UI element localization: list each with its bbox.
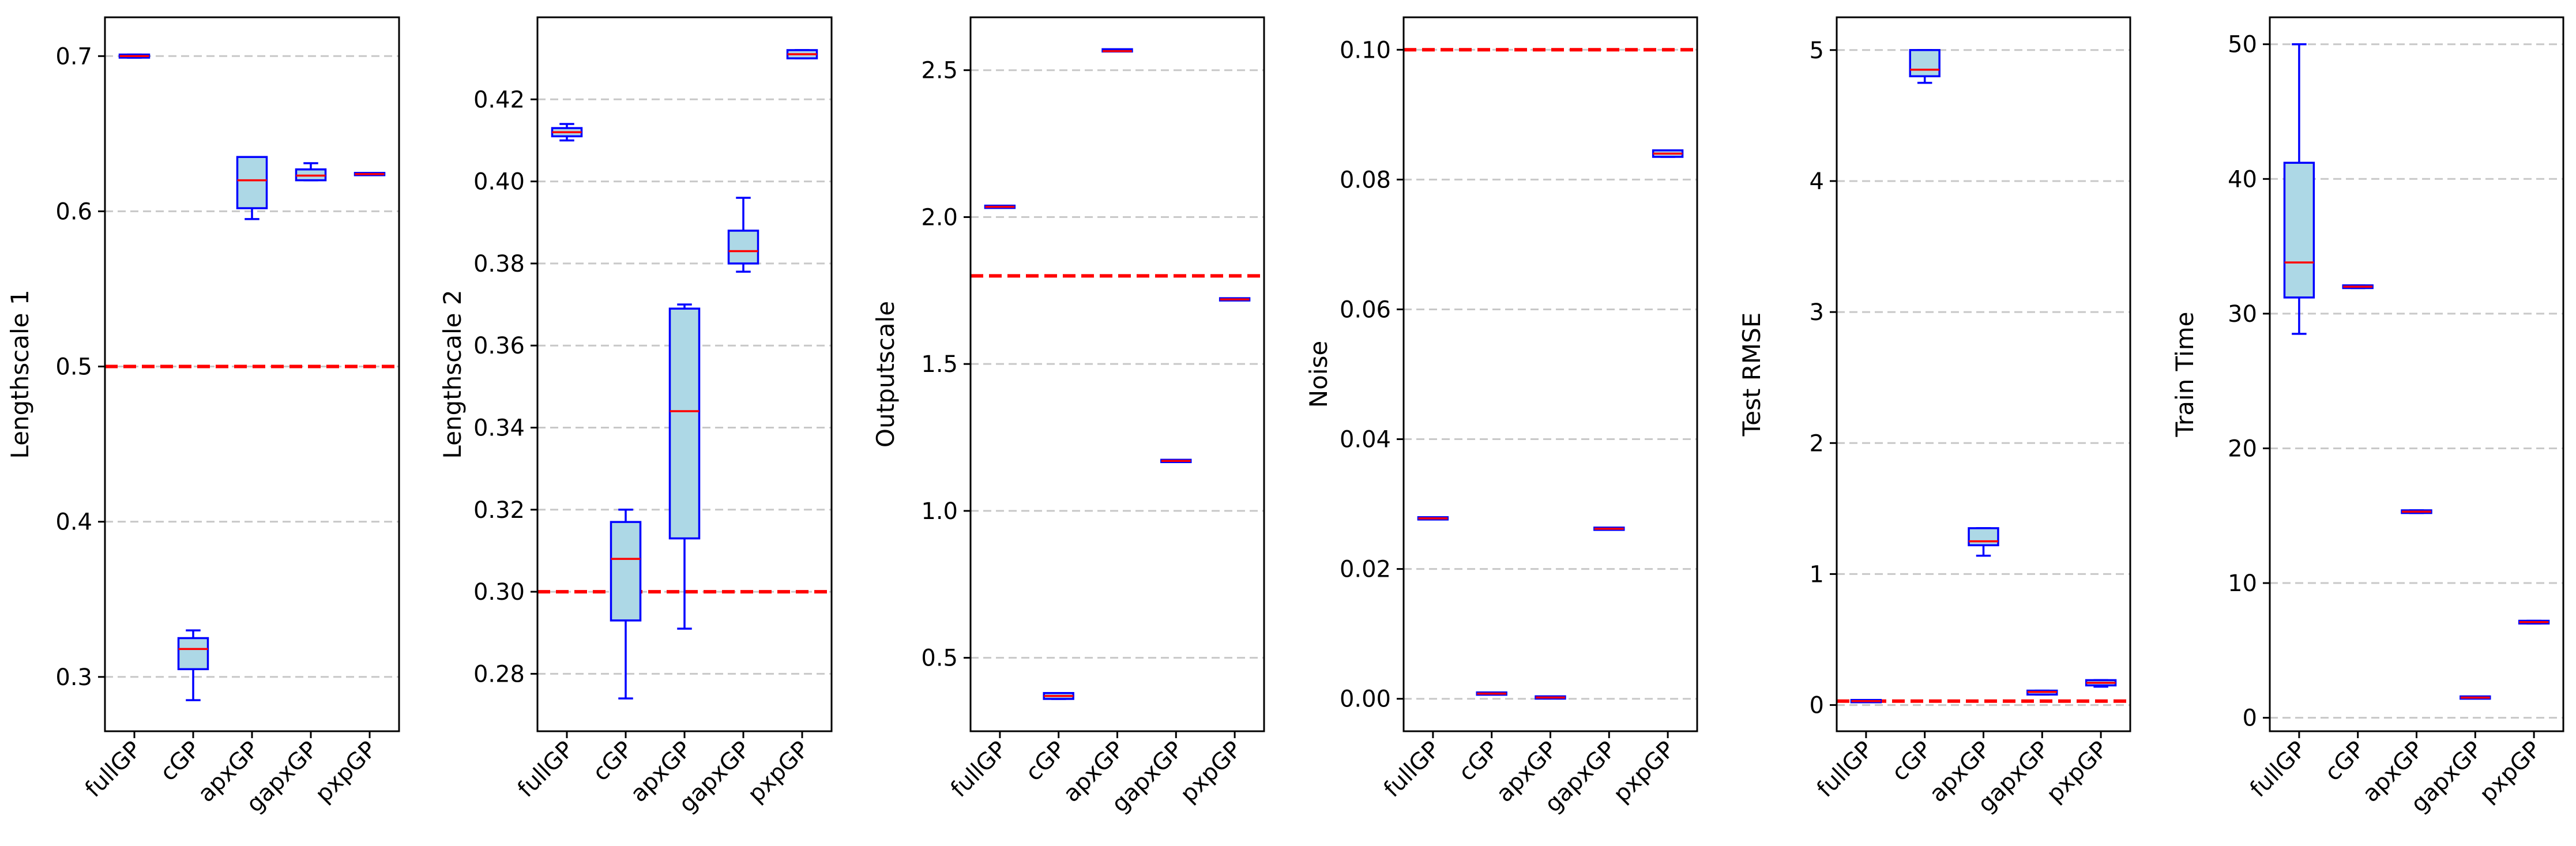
y-tick-label: 0.7 [55,43,92,70]
box-cGP [1476,691,1507,696]
box-apxGP [1968,527,1999,557]
box-gapxGP [1593,527,1625,531]
y-tick-label: 1.0 [921,498,958,525]
box-pxpGP [354,172,386,176]
box-fullGP [1850,699,1882,704]
y-tick-label: 0.10 [1340,37,1391,63]
y-tick-label: 50 [2228,32,2257,58]
box-body [668,307,701,540]
y-axis-label: Lengthscale 2 [438,289,467,458]
box-cGP [2342,284,2374,289]
y-tick-label: 4 [1810,168,1824,195]
y-tick-label: 2.5 [921,58,958,84]
box-fullGP [118,53,151,59]
box-body [610,521,642,622]
box-pxpGP [1219,297,1251,302]
y-tick-label: 0.42 [473,87,525,113]
y-tick-label: 0.02 [1340,557,1391,583]
y-axis-label: Noise [1304,341,1333,408]
y-axis-label: Lengthscale 1 [6,289,34,458]
y-tick-label: 3 [1810,299,1824,326]
y-tick-label: 0.34 [473,415,525,441]
y-axis-label: Train Time [2171,312,2199,438]
box-apxGP [1101,48,1133,53]
box-gapxGP [727,197,759,273]
box-pxpGP [1652,149,1684,158]
box-cGP [1043,692,1074,700]
box-fullGP [1417,516,1449,521]
box-apxGP [2401,509,2432,514]
box-pxpGP [2085,679,2117,688]
box-body [2283,161,2315,299]
y-tick-label: 1.5 [921,351,958,378]
box-body [236,156,268,209]
box-body [727,230,759,265]
box-cGP [177,629,209,701]
box-pxpGP [2518,619,2550,625]
box-fullGP [551,123,583,142]
y-tick-label: 0.28 [473,661,525,687]
box-gapxGP [2026,689,2058,696]
y-tick-label: 0.06 [1340,296,1391,323]
box-gapxGP [295,162,327,182]
box-apxGP [668,303,701,630]
y-tick-label: 0.08 [1340,167,1391,193]
y-tick-label: 0 [2243,705,2257,732]
box-body [1909,49,1941,77]
y-axis-label: Test RMSE [1738,313,1766,437]
y-tick-label: 1 [1810,561,1824,588]
y-tick-label: 30 [2228,301,2257,328]
box-pxpGP [786,49,818,59]
y-tick-label: 0.00 [1340,686,1391,713]
y-tick-label: 0.32 [473,497,525,524]
y-tick-label: 0.30 [473,579,525,606]
y-tick-label: 0.4 [55,509,92,536]
box-cGP [610,509,642,700]
box-fullGP [984,204,1016,209]
y-tick-label: 2 [1810,430,1824,457]
box-body [1968,527,1999,547]
y-tick-label: 0.38 [473,251,525,277]
y-axis-label: Outputscale [871,301,900,448]
y-tick-label: 0.36 [473,333,525,359]
y-tick-label: 20 [2228,435,2257,462]
y-tick-label: 0.3 [55,664,92,691]
y-tick-label: 0.40 [473,169,525,195]
y-tick-label: 0.5 [55,354,92,381]
y-tick-label: 0.04 [1340,427,1391,453]
y-tick-label: 0 [1810,693,1824,719]
y-tick-label: 40 [2228,166,2257,193]
y-tick-label: 5 [1810,37,1824,64]
box-gapxGP [1160,458,1192,464]
box-body [177,637,209,671]
y-tick-label: 0.6 [55,198,92,225]
y-tick-label: 0.5 [921,645,958,672]
box-apxGP [1535,695,1566,700]
box-fullGP [2283,43,2315,335]
box-gapxGP [2460,695,2491,700]
box-cGP [1909,49,1941,84]
y-tick-label: 10 [2228,570,2257,597]
box-apxGP [236,156,268,220]
y-tick-label: 2.0 [921,204,958,231]
